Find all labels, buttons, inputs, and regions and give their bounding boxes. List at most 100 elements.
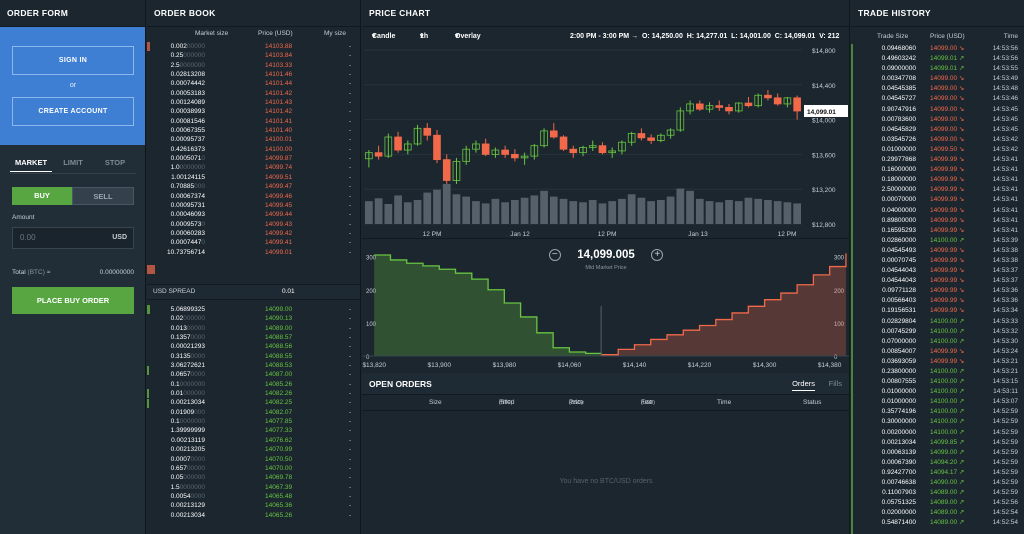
order-book-header: Market size Price (USD) My size <box>147 30 360 40</box>
ask-row[interactable]: 0.00050710 14099.87 - <box>147 154 360 163</box>
volume-bar <box>549 196 558 224</box>
ask-row[interactable]: 0.00053183 14101.42 - <box>147 89 360 98</box>
amount-field[interactable]: 0.00 USD <box>12 227 134 249</box>
trade-price: 14099.01 ↗ <box>930 55 965 63</box>
ask-row[interactable]: 10.73756714 14099.01 - <box>147 248 360 257</box>
row-size: 0.00021293 <box>170 343 205 351</box>
bid-row[interactable]: 0.10000000 14085.26 - <box>147 380 360 389</box>
ask-row[interactable]: 0.00095731 14099.45 - <box>147 201 360 210</box>
ask-row[interactable]: 0.00095737 14100.01 - <box>147 135 360 144</box>
candlestick-chart[interactable]: $12,800 $13,200 $13,600 $14,000 $14,400 $14,8… <box>362 46 850 238</box>
open-label: O: <box>641 33 650 40</box>
depth-y-label: 200 <box>366 289 377 295</box>
volume-bar <box>666 196 675 224</box>
row-price: 14065.48 <box>265 492 293 500</box>
bid-row[interactable]: 1.50000000 14067.39 - <box>147 483 360 492</box>
candle <box>442 159 451 181</box>
tab-orders[interactable]: Orders <box>792 378 815 391</box>
trade-price: 14099.99 ↘ <box>930 186 965 194</box>
trade-size: 0.04545829 <box>881 125 916 133</box>
bid-row[interactable]: 0.01000000 14082.26 - <box>147 389 360 398</box>
ask-row[interactable]: 0.00081546 14101.41 - <box>147 117 360 126</box>
order-type-tabs: MARKET LIMIT STOP <box>10 158 136 172</box>
ask-row[interactable]: 0.00060283 14099.42 - <box>147 229 360 238</box>
tab-fills[interactable]: Fills <box>828 379 842 388</box>
bid-row[interactable]: 0.05000000 14069.78 - <box>147 473 360 482</box>
bid-row[interactable]: 3.06272621 14088.53 - <box>147 361 360 370</box>
tab-limit[interactable]: LIMIT <box>63 158 83 167</box>
volume-bar <box>627 194 636 224</box>
bid-row[interactable]: 5.06899325 14099.00 - <box>147 305 360 314</box>
row-my-size: - <box>349 362 352 370</box>
create-account-button[interactable]: CREATE ACCOUNT <box>12 97 134 126</box>
trade-size: 0.09468060 <box>881 45 916 52</box>
bid-row[interactable]: 0.01909000 14082.07 - <box>147 408 360 417</box>
ask-row[interactable]: 0.00046093 14099.44 - <box>147 210 360 219</box>
bid-row[interactable]: 0.06570000 14087.00 - <box>147 370 360 379</box>
ask-row[interactable]: 1.00000000 14099.74 - <box>147 163 360 172</box>
bid-row[interactable]: 0.02000000 14090.13 - <box>147 314 360 323</box>
bid-row[interactable]: 0.31350000 14088.55 - <box>147 352 360 361</box>
trade-time: 14:52:59 <box>992 428 1018 436</box>
ask-row[interactable]: 0.00200000 14103.88 - <box>147 42 360 51</box>
col-trade-price: Price (USD) <box>930 33 965 40</box>
trade-time: 14:53:34 <box>992 307 1018 315</box>
trade-row: 0.18000000 14099.99 ↘ 14:53:41 <box>851 175 1024 185</box>
sell-button[interactable]: SELL <box>72 187 134 205</box>
bid-row[interactable]: 0.00021293 14088.56 - <box>147 342 360 351</box>
trade-price: 14099.99 ↘ <box>930 287 965 295</box>
row-price: 14088.55 <box>265 352 293 360</box>
bid-row[interactable]: 0.65700000 14070.00 - <box>147 464 360 473</box>
bid-row[interactable]: 0.00213034 14082.25 - <box>147 398 360 407</box>
ask-row[interactable]: 0.00074442 14101.44 - <box>147 79 360 88</box>
row-size: 0.10000000 <box>170 380 205 388</box>
row-size: 10.73756714 <box>167 248 205 256</box>
ask-row[interactable]: 0.00038993 14101.42 - <box>147 107 360 116</box>
bid-row[interactable]: 0.00213129 14065.36 - <box>147 501 360 510</box>
approx-icon: ≈ <box>46 269 51 276</box>
x-tick-label: 12 PM <box>778 231 797 238</box>
trade-price: 14099.00 ↘ <box>930 115 965 123</box>
bid-row[interactable]: 0.10000000 14077.85 - <box>147 417 360 426</box>
bid-row[interactable]: 0.00213034 14065.26 - <box>147 511 360 520</box>
bid-row[interactable]: 0.00540000 14065.48 - <box>147 492 360 501</box>
ask-row[interactable]: 0.00074470 14099.41 - <box>147 238 360 247</box>
row-size: 0.02813208 <box>170 71 205 79</box>
bid-row[interactable]: 0.00213119 14076.62 - <box>147 436 360 445</box>
bid-row[interactable]: 0.00213205 14070.99 - <box>147 445 360 454</box>
col-price-unit: (USD) <box>569 400 583 406</box>
ask-row[interactable]: 1.00124115 14099.51 - <box>147 173 360 182</box>
row-my-size: - <box>349 390 352 398</box>
sign-in-button[interactable]: SIGN IN <box>12 46 134 75</box>
bid-row[interactable]: 1.39999999 14077.33 - <box>147 426 360 435</box>
volume-bar <box>598 203 607 224</box>
ask-row[interactable]: 2.50000000 14103.33 - <box>147 61 360 70</box>
col-market-size: Market size <box>195 30 229 37</box>
depth-chart[interactable]: 0 0 100 100 200 200 300 300 $13,820 $13,900 $13,98… <box>362 240 850 372</box>
trade-size: 0.35774196 <box>881 408 916 416</box>
buy-button[interactable]: BUY <box>12 187 72 205</box>
bid-row[interactable]: 0.00070000 14070.50 - <box>147 455 360 464</box>
bid-row[interactable]: 0.13570000 14088.57 - <box>147 333 360 342</box>
ask-row[interactable]: 0.70885000 14099.47 - <box>147 182 360 191</box>
row-price: 14099.00 <box>265 306 293 313</box>
ask-row[interactable]: 0.00067374 14099.46 - <box>147 192 360 201</box>
row-my-size: - <box>349 183 352 191</box>
zoom-in-icon[interactable]: + <box>651 248 664 261</box>
bid-row[interactable]: 0.01300000 14089.00 - <box>147 324 360 333</box>
ask-row[interactable]: 0.00124089 14101.43 - <box>147 98 360 107</box>
row-size: 1.50000000 <box>170 483 205 491</box>
row-size: 0.01909000 <box>170 408 205 416</box>
ask-row[interactable]: 0.02813208 14101.46 - <box>147 70 360 79</box>
last-price-tag <box>804 104 848 117</box>
zoom-out-icon[interactable]: − <box>548 248 561 261</box>
tab-market[interactable]: MARKET <box>10 158 52 172</box>
ask-row[interactable]: 0.25000000 14103.84 - <box>147 51 360 60</box>
ask-row[interactable]: 0.00095730 14099.43 - <box>147 220 360 229</box>
trade-time: 14:52:59 <box>992 408 1018 416</box>
ask-row[interactable]: 0.42616373 14100.00 - <box>147 145 360 154</box>
volume-value: 212 <box>827 33 840 40</box>
place-buy-order-button[interactable]: PLACE BUY ORDER <box>12 287 134 314</box>
tab-stop[interactable]: STOP <box>104 158 126 167</box>
ask-row[interactable]: 0.00067355 14101.40 - <box>147 126 360 135</box>
